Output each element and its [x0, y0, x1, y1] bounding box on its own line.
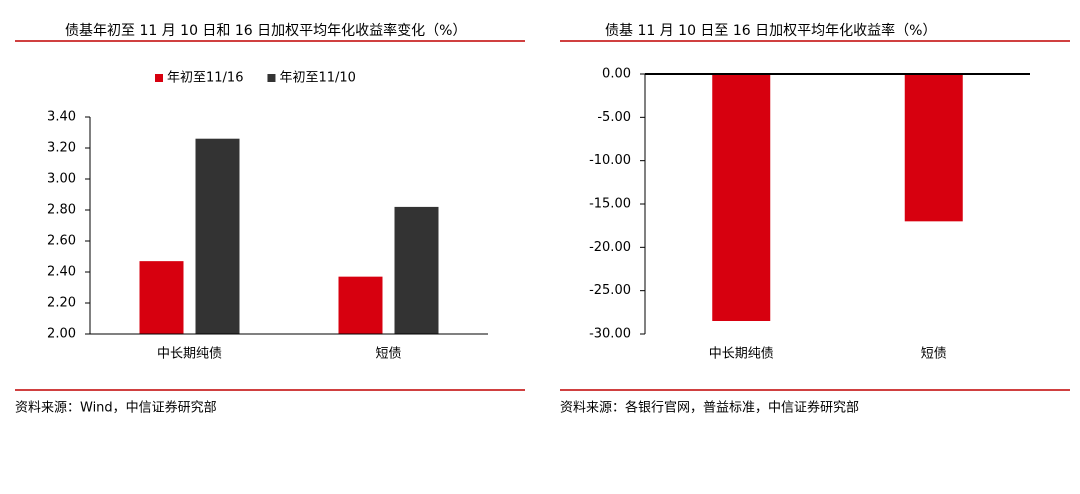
bar	[904, 74, 963, 222]
legend-swatch	[267, 74, 276, 82]
legend-swatch	[155, 74, 163, 82]
bar	[195, 138, 240, 334]
y-tick-label: 2.60	[47, 234, 76, 249]
y-tick-label: 2.40	[47, 265, 76, 280]
bar	[139, 261, 184, 334]
y-tick-label: 2.00	[47, 327, 76, 342]
legend-label: 年初至11/16	[167, 71, 243, 86]
y-tick-label: 2.80	[47, 203, 76, 218]
chart-title: 债基 11 月 10 日至 16 日加权平均年化收益率（%）	[605, 22, 936, 39]
bar	[394, 206, 439, 334]
y-tick-label: 0.00	[602, 67, 631, 82]
chart-title: 债基年初至 11 月 10 日和 16 日加权平均年化收益率变化（%）	[65, 22, 466, 39]
y-tick-label: -10.00	[589, 153, 631, 168]
y-tick-label: -5.00	[597, 110, 631, 125]
source: 资料来源：Wind，中信证券研究部	[15, 400, 217, 416]
y-tick-label: 3.40	[47, 110, 76, 125]
x-tick-label: 中长期纯债	[709, 347, 774, 362]
bar	[338, 276, 383, 334]
bar	[712, 74, 771, 321]
y-tick-label: -20.00	[589, 240, 631, 255]
x-tick-label: 短债	[921, 347, 947, 362]
y-tick-label: 3.20	[47, 141, 76, 156]
y-tick-label: -15.00	[589, 197, 631, 212]
source: 资料来源：各银行官网，普益标准，中信证券研究部	[560, 400, 859, 416]
y-tick-label: -25.00	[589, 283, 631, 298]
y-tick-label: 2.20	[47, 296, 76, 311]
legend-label: 年初至11/10	[279, 71, 355, 86]
y-tick-label: -30.00	[589, 327, 631, 342]
x-tick-label: 中长期纯债	[157, 347, 222, 362]
y-tick-label: 3.00	[47, 172, 76, 187]
x-tick-label: 短债	[375, 347, 401, 362]
